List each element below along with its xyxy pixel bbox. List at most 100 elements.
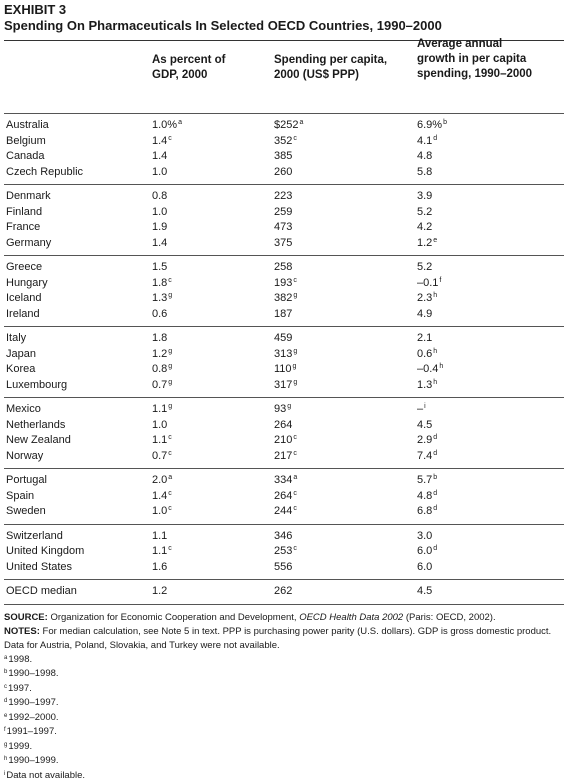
- growth-value: 4.9: [417, 308, 432, 320]
- gdp-cell: 1.2: [152, 584, 168, 600]
- growth-footnote-mark: b: [443, 119, 447, 126]
- growth-value: 5.2: [417, 206, 432, 218]
- gdp-cell: 0.7g: [152, 378, 172, 394]
- growth-cell: 4.9: [417, 307, 433, 323]
- growth-cell: –0.1f: [417, 276, 441, 292]
- spending-footnote-mark: g: [293, 348, 297, 355]
- gdp-value: 1.0: [152, 505, 167, 517]
- spending-cell: 210c: [274, 433, 297, 449]
- gdp-value: 1.5: [152, 261, 167, 273]
- growth-value: 6.0: [417, 561, 432, 573]
- footnote-item: h1990–1999.: [4, 754, 564, 769]
- growth-footnote-mark: d: [433, 545, 437, 552]
- gdp-footnote-mark: g: [168, 292, 172, 299]
- spending-value: 259: [274, 205, 292, 221]
- growth-footnote-mark: h: [433, 379, 437, 386]
- growth-value: 6.8: [417, 505, 432, 517]
- growth-value: 4.8: [417, 150, 432, 162]
- gdp-footnote-mark: c: [168, 135, 172, 142]
- gdp-cell: 1.4: [152, 236, 168, 252]
- spending-cell: 382g: [274, 291, 297, 307]
- growth-footnote-mark: i: [424, 403, 426, 410]
- country-cell: Iceland: [6, 291, 41, 307]
- gdp-cell: 1.0: [152, 418, 168, 434]
- country-cell: United Kingdom: [6, 544, 84, 560]
- spending-footnote-mark: c: [293, 505, 297, 512]
- spending-value: $252: [274, 118, 298, 134]
- spending-cell: 264c: [274, 489, 297, 505]
- spending-footnote-mark: g: [293, 292, 297, 299]
- spending-value: 217: [274, 449, 292, 465]
- footnote-mark: c: [4, 684, 7, 690]
- growth-cell: 1.2e: [417, 236, 437, 252]
- footnote-text: Data not available.: [6, 770, 85, 781]
- header-spending-line: Spending per capita,: [274, 53, 387, 68]
- gdp-value: 1.0: [152, 419, 167, 431]
- spending-value: 260: [274, 165, 292, 181]
- gdp-value: 0.8: [152, 363, 167, 375]
- growth-footnote-mark: b: [433, 474, 437, 481]
- gdp-value: 1.0%: [152, 119, 177, 131]
- growth-cell: 6.8d: [417, 504, 437, 520]
- spending-cell: 217c: [274, 449, 297, 465]
- gdp-footnote-mark: c: [168, 450, 172, 457]
- gdp-cell: 0.8g: [152, 362, 172, 378]
- gdp-value: 1.3: [152, 292, 167, 304]
- gdp-cell: 1.0: [152, 205, 168, 221]
- gdp-cell: 1.5: [152, 260, 168, 276]
- gdp-cell: 1.1c: [152, 433, 172, 449]
- growth-cell: 7.4d: [417, 449, 437, 465]
- gdp-footnote-mark: c: [168, 277, 172, 284]
- gdp-value: 1.1: [152, 403, 167, 415]
- growth-cell: 5.2: [417, 205, 433, 221]
- growth-cell: 4.1d: [417, 134, 437, 150]
- bottom-rule: [4, 604, 564, 605]
- spending-value: 253: [274, 544, 292, 560]
- footnote-mark: h: [4, 756, 7, 762]
- country-cell: Germany: [6, 236, 51, 252]
- spending-cell: 334a: [274, 473, 297, 489]
- gdp-value: 1.1: [152, 530, 167, 542]
- spending-cell: 110g: [274, 362, 296, 378]
- gdp-cell: 1.0: [152, 165, 168, 181]
- growth-cell: 2.1: [417, 331, 433, 347]
- growth-value: 2.3: [417, 292, 432, 304]
- header-gdp-line: As percent of: [152, 53, 226, 68]
- source-text-end: (Paris: OECD, 2002).: [403, 612, 495, 623]
- gdp-cell: 2.0a: [152, 473, 172, 489]
- spending-cell: 313g: [274, 347, 297, 363]
- gdp-value: 1.0: [152, 166, 167, 178]
- spending-cell: 260: [274, 165, 293, 181]
- spending-cell: 93g: [274, 402, 291, 418]
- footnote-text: 1998.: [8, 654, 32, 665]
- gdp-value: 0.8: [152, 190, 167, 202]
- country-cell: Portugal: [6, 473, 47, 489]
- spending-cell: 193c: [274, 276, 297, 292]
- gdp-cell: 1.6: [152, 560, 168, 576]
- spending-value: 385: [274, 149, 292, 165]
- growth-value: 0.6: [417, 348, 432, 360]
- growth-footnote-mark: f: [439, 277, 441, 284]
- spending-cell: 556: [274, 560, 293, 576]
- growth-value: 4.5: [417, 419, 432, 431]
- spending-cell: 346: [274, 529, 293, 545]
- header-gdp-line: GDP, 2000: [152, 68, 226, 83]
- country-cell: New Zealand: [6, 433, 71, 449]
- footnote-mark: b: [4, 669, 7, 675]
- spending-value: 473: [274, 220, 292, 236]
- footnote-text: 1990–1997.: [8, 697, 58, 708]
- spending-value: 459: [274, 331, 292, 347]
- spending-value: 262: [274, 584, 292, 600]
- gdp-value: 1.2: [152, 348, 167, 360]
